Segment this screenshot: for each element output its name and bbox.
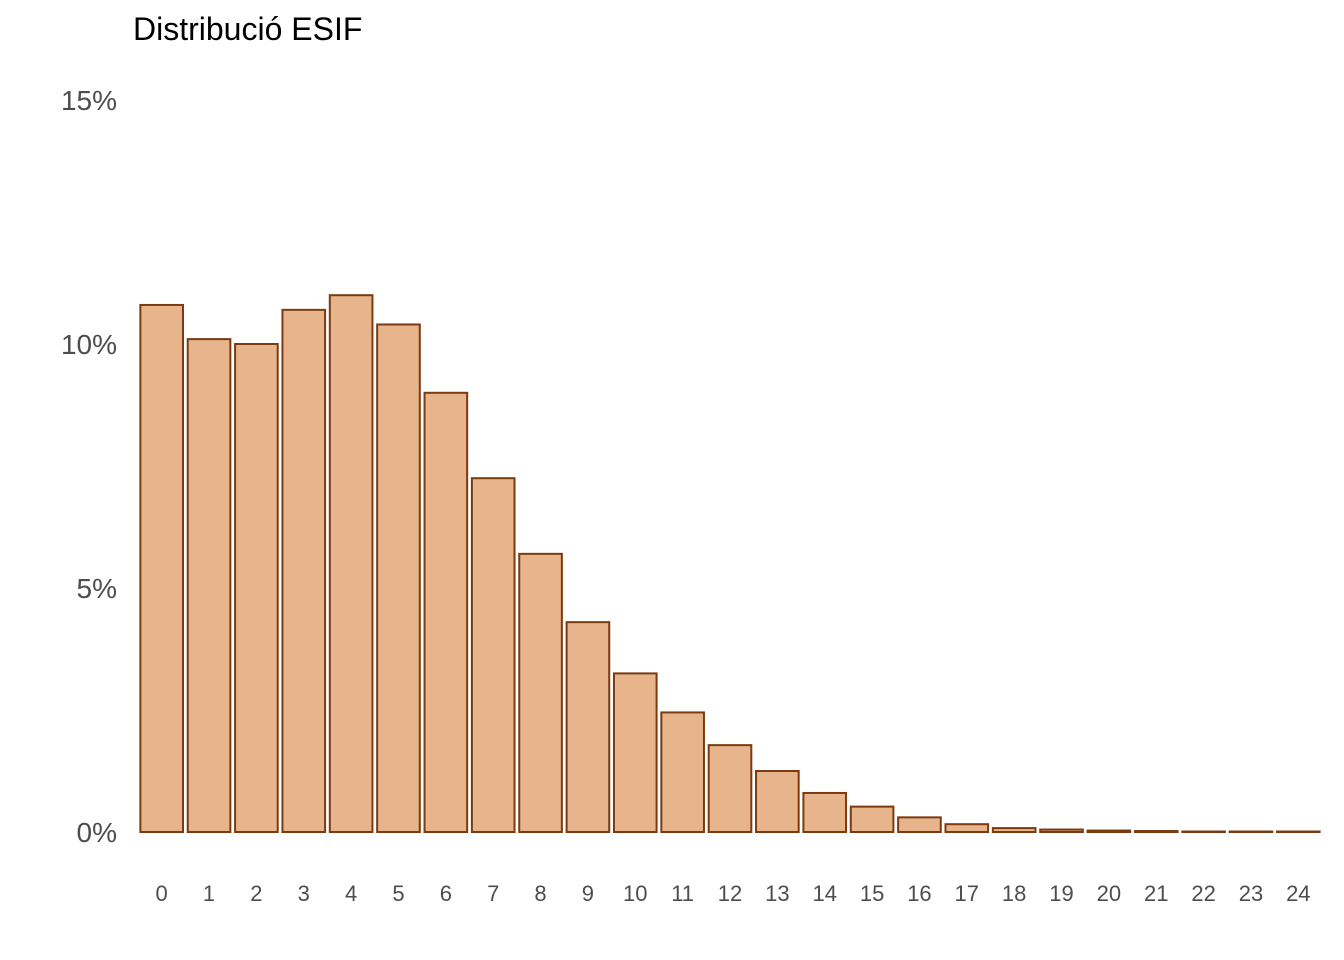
- x-tick-label: 22: [1191, 881, 1215, 906]
- x-tick-label: 5: [392, 881, 404, 906]
- y-tick-label: 0%: [77, 817, 117, 848]
- bar-0: [139, 303, 184, 833]
- x-tick-label: 10: [623, 881, 647, 906]
- bar-2: [234, 343, 279, 833]
- x-tick-label: 24: [1286, 881, 1310, 906]
- y-tick-label: 10%: [61, 329, 117, 360]
- x-tick-label: 21: [1144, 881, 1168, 906]
- x-tick-label: 7: [487, 881, 499, 906]
- bar-15: [849, 805, 895, 834]
- bar-9: [565, 621, 611, 833]
- bar-24: [1276, 830, 1321, 834]
- x-tick-label: 12: [718, 881, 742, 906]
- bars: [139, 294, 1321, 834]
- x-tick-label: 8: [534, 881, 546, 906]
- bar-22: [1181, 830, 1226, 834]
- y-tick-label: 5%: [77, 573, 117, 604]
- bar-16: [897, 816, 942, 833]
- bar-21: [1133, 830, 1179, 833]
- x-tick-label: 6: [440, 881, 452, 906]
- x-tick-label: 11: [671, 881, 694, 906]
- x-tick-label: 1: [203, 881, 215, 906]
- bar-12: [707, 744, 753, 833]
- bar-23: [1228, 830, 1274, 834]
- x-axis: 0 1 2 3 4 5 6 7 8 9 10 11 12 13 14 15 16 17 18 19 20 21 22 23 24: [156, 881, 1311, 906]
- x-tick-label: 4: [345, 881, 357, 906]
- x-tick-label: 13: [765, 881, 789, 906]
- x-tick-label: 14: [812, 881, 836, 906]
- bar-5: [376, 323, 421, 833]
- bar-19: [1039, 828, 1084, 833]
- chart-title: Distribució ESIF: [133, 11, 362, 47]
- x-tick-label: 15: [860, 881, 884, 906]
- x-tick-label: 0: [156, 881, 168, 906]
- bar-14: [802, 791, 848, 834]
- y-axis: 0% 5% 10% 15%: [61, 85, 117, 848]
- bar-1: [186, 338, 232, 833]
- bar-20: [1086, 829, 1132, 834]
- bar-11: [660, 711, 705, 833]
- x-tick-label: 19: [1049, 881, 1073, 906]
- x-tick-label: 2: [250, 881, 262, 906]
- bar-6: [423, 391, 469, 833]
- y-tick-label: 15%: [61, 85, 117, 116]
- x-tick-label: 17: [955, 881, 979, 906]
- x-tick-label: 20: [1097, 881, 1121, 906]
- bar-17: [944, 823, 990, 834]
- bar-13: [755, 770, 800, 833]
- bar-7: [470, 477, 516, 833]
- bar-3: [281, 308, 327, 833]
- bar-8: [518, 552, 563, 834]
- bar-4: [328, 294, 374, 833]
- x-tick-label: 3: [298, 881, 310, 906]
- x-tick-label: 16: [907, 881, 931, 906]
- x-tick-label: 23: [1239, 881, 1263, 906]
- bar-10: [612, 672, 658, 834]
- x-tick-label: 18: [1002, 881, 1026, 906]
- x-tick-label: 9: [582, 881, 594, 906]
- bar-18: [991, 827, 1037, 834]
